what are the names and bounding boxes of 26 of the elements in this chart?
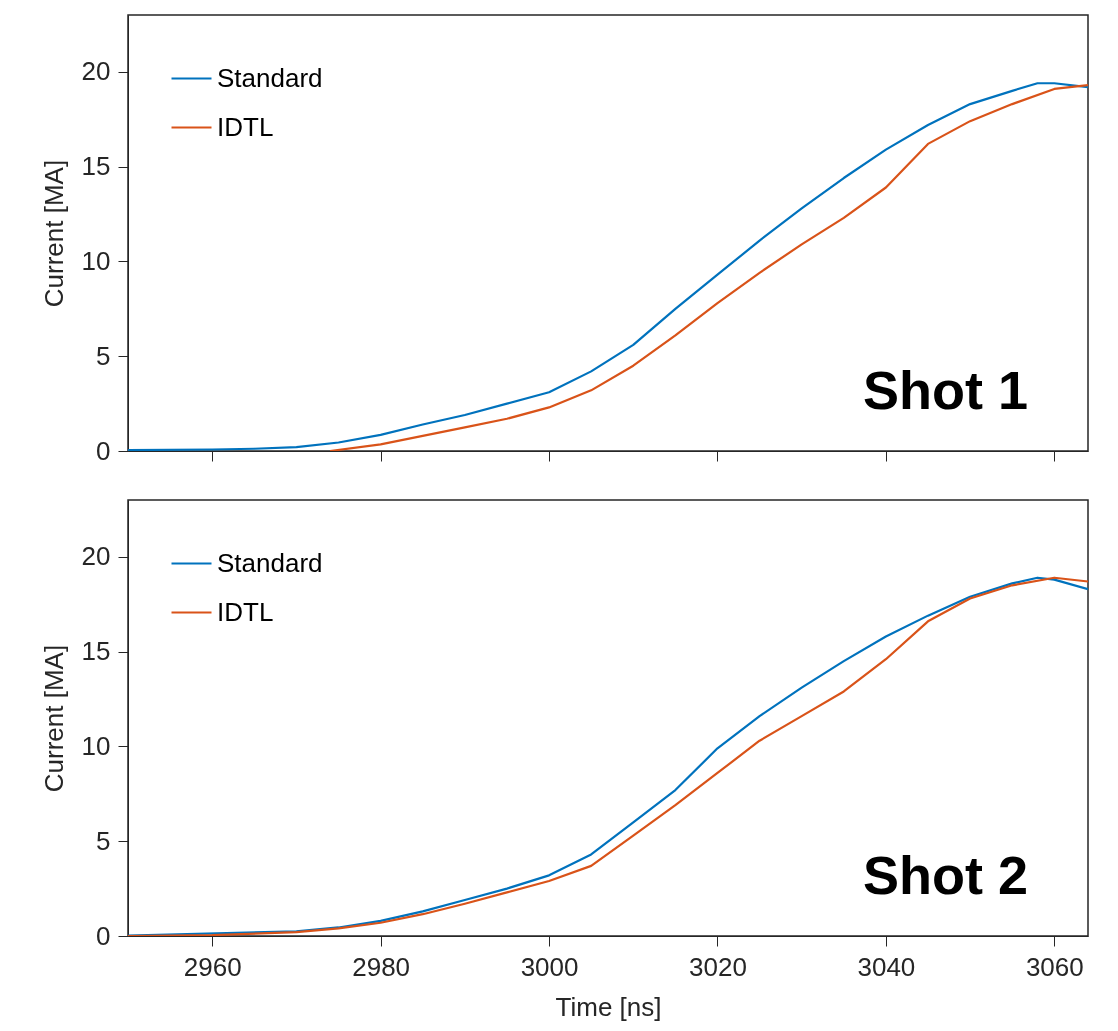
legend-label: IDTL: [217, 596, 274, 627]
y-tick-label: 15: [81, 151, 111, 182]
y-tick-label: 10: [81, 730, 111, 761]
y-tick-label: 20: [81, 541, 111, 572]
annotation: Shot 1: [862, 360, 1028, 420]
y-tick-label: 0: [96, 920, 111, 951]
y-tick-label: 15: [81, 636, 111, 667]
y-tick-label: 10: [81, 245, 111, 276]
x-tick-label: 2960: [183, 951, 242, 982]
legend-label: Standard: [217, 62, 323, 93]
x-tick-label: 3040: [857, 951, 916, 982]
line-series: [329, 84, 1088, 451]
y-axis-title: Current [MA]: [38, 644, 69, 793]
x-tick-label: 3000: [520, 951, 579, 982]
x-tick-label: 3020: [689, 951, 747, 982]
x-tick-label: 3060: [1025, 951, 1084, 982]
legend-label: IDTL: [217, 111, 274, 142]
x-tick-label: 2980: [352, 951, 411, 982]
legend-label: Standard: [217, 547, 323, 578]
y-tick-label: 5: [96, 340, 111, 371]
annotation: Shot 2: [862, 845, 1028, 905]
x-axis-title: Time [ns]: [555, 991, 662, 1022]
y-tick-label: 20: [81, 56, 111, 87]
y-tick-label: 0: [96, 435, 111, 466]
y-axis-title: Current [MA]: [38, 159, 69, 308]
y-tick-label: 5: [96, 825, 111, 856]
